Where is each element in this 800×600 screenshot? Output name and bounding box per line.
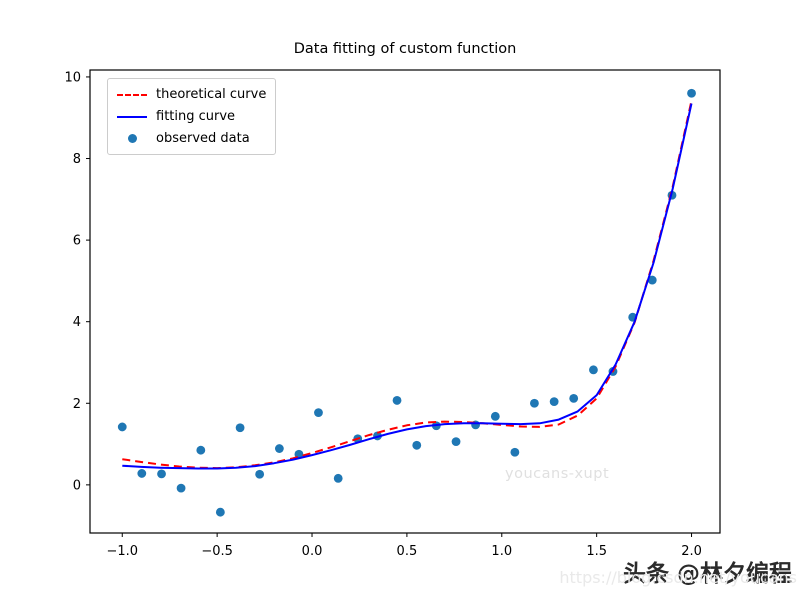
red-dashed-line-icon [117,93,147,96]
y-tick-label: 4 [73,315,81,330]
legend-entry-observed: observed data [117,128,266,149]
x-tick-label: 0.0 [302,544,323,559]
observed-data-point [549,397,559,407]
axes-border [89,69,721,534]
legend-label-fitting: fitting curve [156,109,236,124]
observed-data-point [490,411,500,421]
observed-data-point [412,440,422,450]
observed-data-point [510,447,520,457]
observed-data-point [333,473,343,483]
legend-entry-fitting: fitting curve [117,106,266,127]
observed-data-point [235,423,245,433]
observed-data-point [451,437,461,447]
legend-entry-theoretical: theoretical curve [117,84,266,105]
x-tick-label: −0.5 [201,544,233,559]
x-tick-label: 2.0 [681,544,702,559]
observed-data-point [647,275,657,285]
x-tick-label: 1.5 [586,544,607,559]
x-tick-label: 1.0 [491,544,512,559]
observed-data-point [392,396,402,405]
observed-data-point [176,483,186,493]
y-tick-label: 10 [64,70,81,85]
observed-data-point [196,445,206,455]
watermark-plot-text: youcans-xupt [505,466,610,482]
observed-data-point [215,507,225,517]
observed-data-point [589,365,598,375]
observed-data-point [530,398,539,408]
y-tick-label: 2 [73,397,81,412]
legend-label-theoretical: theoretical curve [156,87,267,102]
fitting-curve-line [122,103,693,470]
observed-data-point [314,408,323,418]
y-tick-label: 8 [73,152,81,167]
observed-data-point [687,88,696,98]
chart-title: Data fitting of custom function [293,41,517,57]
blue-solid-line-icon [117,115,147,118]
x-tick-label: 0.5 [397,544,418,559]
y-tick-label: 6 [73,234,81,249]
x-tick-label: −1.0 [106,544,138,559]
y-tick-label: 0 [73,478,81,493]
observed-data-point [157,469,166,479]
observed-data-point [117,422,127,432]
watermark-badge-text: 头条 @林夕编程 [622,561,792,587]
legend-label-observed: observed data [156,131,250,146]
observed-data-point [274,444,284,453]
watermark-url-text: https://blog.csdn.net/youcans [559,568,797,587]
observed-data-point [137,469,147,478]
observed-data-point [255,469,265,479]
blue-dot-icon [117,134,147,143]
legend: theoretical curve fitting curve observed… [107,78,277,155]
observed-data-point [569,393,579,403]
theoretical-curve-line [122,100,693,470]
